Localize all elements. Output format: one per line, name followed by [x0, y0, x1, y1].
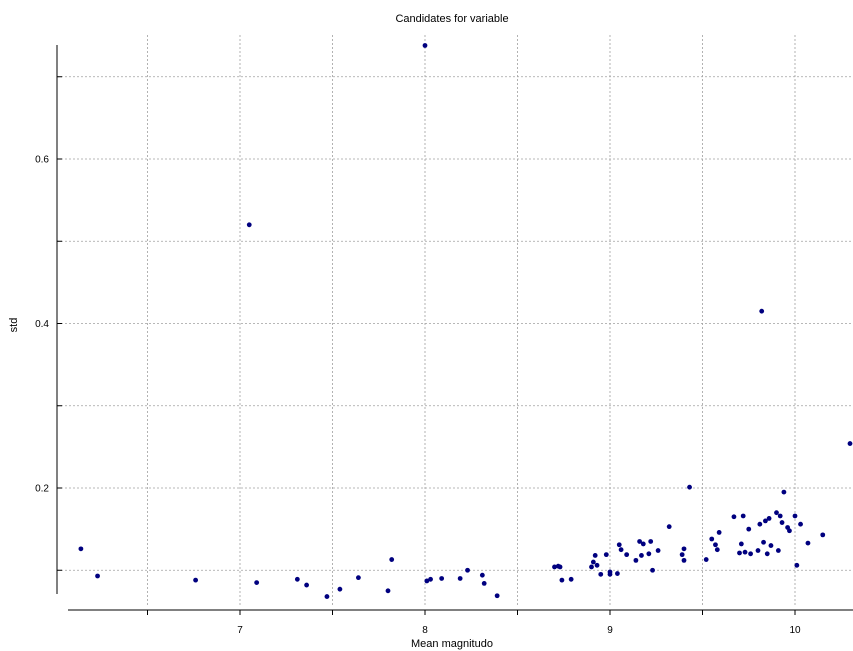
data-point	[805, 540, 811, 546]
data-point	[655, 548, 661, 553]
data-point	[624, 552, 630, 558]
x-tick-label: 10	[789, 625, 801, 636]
data-point	[439, 576, 445, 581]
data-point	[755, 548, 761, 553]
data-point	[552, 564, 557, 570]
data-point	[494, 593, 500, 599]
data-point	[779, 520, 785, 525]
data-point	[337, 586, 343, 592]
chart-title: Candidates for variable	[395, 13, 508, 25]
data-point	[763, 518, 768, 524]
data-point	[246, 222, 252, 228]
data-point	[650, 567, 655, 573]
x-tick-label: 7	[237, 625, 243, 636]
data-point	[781, 489, 787, 495]
data-point	[607, 569, 613, 575]
data-point	[748, 551, 753, 557]
data-point	[820, 532, 826, 538]
data-point	[598, 571, 604, 577]
data-point	[481, 581, 487, 586]
y-tick-label: 0.2	[35, 484, 49, 495]
data-point	[794, 562, 800, 568]
data-point	[559, 577, 565, 583]
data-point	[737, 550, 742, 556]
data-point	[761, 539, 766, 545]
data-point	[738, 541, 744, 547]
data-point	[646, 551, 652, 557]
data-point	[777, 513, 783, 519]
data-point	[679, 552, 685, 558]
data-point	[742, 549, 748, 555]
x-tick-label: 8	[422, 625, 428, 636]
grid-lines	[57, 35, 853, 605]
data-point	[389, 557, 395, 562]
data-point	[568, 576, 574, 582]
data-point	[589, 564, 594, 570]
data-point	[618, 547, 624, 553]
data-point	[465, 567, 470, 573]
data-point	[615, 571, 620, 576]
data-point	[766, 516, 772, 521]
data-point	[716, 530, 722, 535]
data-point	[714, 547, 720, 553]
data-point	[740, 513, 746, 519]
x-axis-label: Mean magnitudo	[411, 638, 493, 650]
data-point	[457, 576, 463, 581]
data-point	[385, 588, 391, 594]
data-point	[603, 552, 609, 558]
data-point	[681, 557, 687, 563]
data-point	[792, 513, 798, 519]
data-point	[639, 553, 644, 558]
data-point	[633, 557, 639, 563]
data-point	[637, 539, 642, 544]
data-point	[648, 539, 654, 544]
data-point	[703, 557, 709, 562]
x-tick-label: 9	[607, 625, 613, 636]
data-point	[687, 484, 692, 490]
data-point	[592, 553, 598, 558]
data-point	[95, 573, 100, 579]
data-point	[774, 510, 779, 516]
data-point	[254, 580, 260, 585]
data-point	[294, 576, 300, 582]
data-points	[78, 43, 853, 599]
data-point	[590, 559, 596, 565]
data-point	[557, 564, 563, 570]
data-point	[424, 578, 430, 584]
data-point	[428, 576, 433, 582]
x-axis-ticks: 7 8 9 10	[147, 610, 801, 636]
data-point	[746, 526, 752, 532]
data-point	[709, 536, 715, 542]
data-point	[731, 514, 737, 520]
data-point	[616, 542, 622, 548]
data-point	[324, 594, 330, 599]
y-tick-label: 0.4	[35, 319, 49, 330]
y-axis-label: std	[8, 318, 20, 333]
data-point	[798, 521, 803, 527]
y-axis-ticks: 0.2 0.4 0.6	[35, 76, 62, 571]
data-point	[356, 575, 361, 581]
data-point	[78, 546, 84, 552]
data-point	[681, 546, 687, 552]
data-point	[666, 524, 672, 530]
data-point	[594, 562, 600, 568]
data-point	[713, 542, 718, 548]
data-point	[759, 308, 765, 314]
data-point	[847, 441, 853, 446]
data-point	[757, 521, 763, 527]
data-point	[193, 577, 199, 583]
data-point	[422, 43, 428, 48]
data-point	[640, 541, 646, 547]
data-point	[479, 572, 485, 578]
data-point	[775, 548, 781, 553]
data-point	[304, 582, 309, 588]
data-point	[764, 551, 770, 557]
axes	[56, 45, 853, 611]
data-point	[768, 543, 774, 548]
y-tick-label: 0.6	[35, 155, 49, 166]
data-point	[787, 528, 792, 534]
